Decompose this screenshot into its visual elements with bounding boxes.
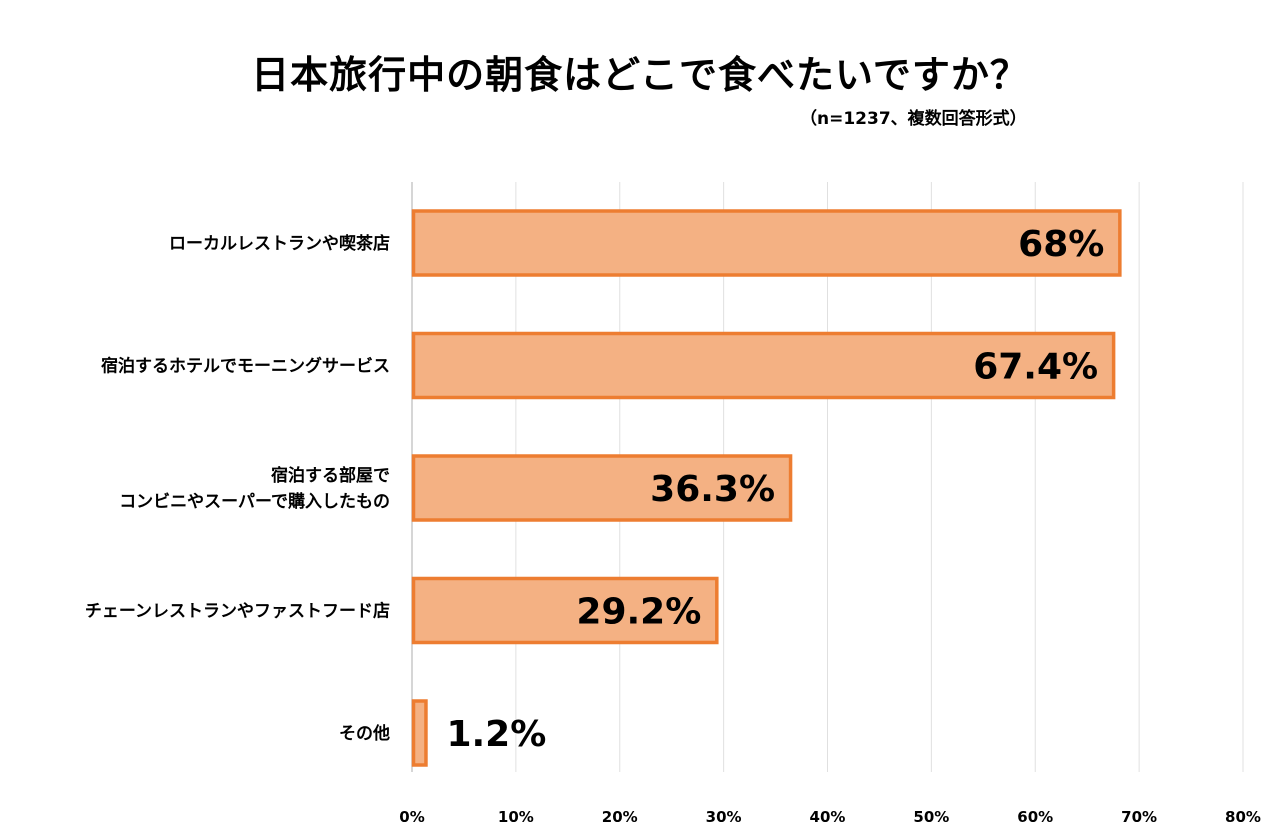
x-axis-ticks: 0% 10% 20% 30% 40% 50% 60% 70% 80% — [399, 808, 1261, 826]
category-label-line: その他 — [339, 723, 390, 744]
category-label-line: チェーンレストランやファストフード店 — [85, 601, 390, 622]
category-label: チェーンレストランやファストフード店 — [85, 601, 390, 622]
data-labels: 68% 67.4% 36.3% 29.2% 1.2% — [446, 224, 1104, 755]
x-tick-label: 80% — [1225, 808, 1261, 826]
category-label: その他 — [339, 723, 390, 744]
x-tick-label: 40% — [810, 808, 846, 826]
x-tick-label: 0% — [399, 808, 424, 826]
bars — [411, 209, 1122, 767]
data-label: 36.3% — [650, 469, 775, 510]
data-label: 29.2% — [576, 592, 701, 633]
x-tick-label: 70% — [1121, 808, 1157, 826]
category-label: 宿泊するホテルでモーニングサービス — [101, 356, 390, 377]
x-tick-label: 60% — [1017, 808, 1053, 826]
category-label-line: 宿泊する部屋で — [271, 465, 390, 486]
category-label-line: コンビニやスーパーで購入したもの — [119, 491, 390, 512]
data-label: 1.2% — [446, 714, 546, 755]
x-tick-label: 30% — [706, 808, 742, 826]
bar — [411, 699, 428, 767]
category-label-line: 宿泊するホテルでモーニングサービス — [101, 356, 390, 377]
category-labels: ローカルレストランや喫茶店宿泊するホテルでモーニングサービス宿泊する部屋でコンビ… — [85, 233, 390, 744]
bar — [411, 209, 1122, 277]
category-label: ローカルレストランや喫茶店 — [169, 233, 390, 254]
category-label-line: ローカルレストランや喫茶店 — [169, 233, 390, 254]
bar — [411, 576, 719, 645]
category-label: 宿泊する部屋でコンビニやスーパーで購入したもの — [119, 465, 390, 512]
bar — [411, 331, 1116, 400]
x-tick-label: 50% — [913, 808, 949, 826]
data-label: 68% — [1018, 224, 1104, 265]
chart-title: 日本旅行中の朝食はどこで食べたいですか？ — [251, 53, 1029, 97]
bar — [411, 454, 793, 522]
data-label: 67.4% — [973, 347, 1098, 388]
chart-subtitle: （n=1237、複数回答形式） — [800, 109, 1027, 129]
x-tick-label: 20% — [602, 808, 638, 826]
x-tick-label: 10% — [498, 808, 534, 826]
